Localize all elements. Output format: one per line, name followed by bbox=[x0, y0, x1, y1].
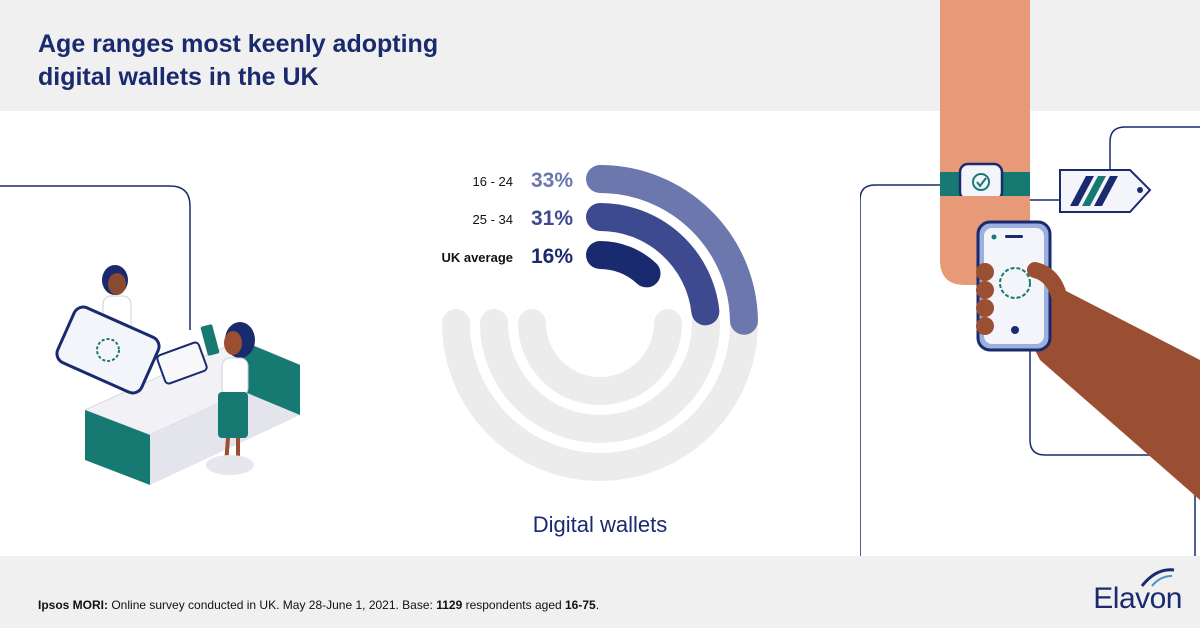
x-axis-label: Digital wallets bbox=[532, 512, 668, 537]
source-text-1: Online survey conducted in UK. May 28-Ju… bbox=[108, 598, 437, 612]
value-label-1: 31% bbox=[531, 207, 573, 230]
source-end: . bbox=[595, 598, 600, 612]
source-org: Ipsos MORI: bbox=[38, 598, 109, 612]
footer-band bbox=[0, 556, 1200, 628]
value-label-0: 33% bbox=[531, 169, 573, 192]
radial-track-2 bbox=[518, 309, 682, 405]
source-ages: 16-75 bbox=[565, 598, 596, 612]
source-text-2: respondents aged bbox=[462, 598, 565, 612]
category-label-2: UK average bbox=[441, 250, 513, 265]
source-note: Ipsos MORI: Online survey conducted in U… bbox=[38, 598, 599, 612]
radial-bar-2 bbox=[586, 241, 661, 288]
value-label-2: 16% bbox=[531, 245, 573, 268]
chart-title: Age ranges most keenly adopting digital … bbox=[38, 28, 598, 94]
payment-tag-icon bbox=[1059, 169, 1152, 213]
radial-bar-0 bbox=[586, 165, 758, 335]
title-line-2: digital wallets in the UK bbox=[38, 63, 319, 91]
fingerprint-icon-phone bbox=[999, 267, 1031, 299]
category-label-0: 16 - 24 bbox=[473, 174, 513, 189]
hand-phone-illustration bbox=[860, 0, 1200, 556]
checkmark-icon bbox=[972, 173, 990, 191]
title-line-1: Age ranges most keenly adopting bbox=[38, 30, 439, 58]
category-label-1: 25 - 34 bbox=[473, 212, 513, 227]
tablet-fingerprint bbox=[55, 305, 161, 395]
counter-illustration bbox=[0, 185, 300, 485]
source-base: 1129 bbox=[436, 598, 463, 612]
brand-swoosh-icon bbox=[1140, 568, 1175, 587]
fingerprint-icon bbox=[96, 338, 120, 362]
radial-bar-1 bbox=[586, 203, 720, 326]
radial-track-1 bbox=[480, 309, 720, 443]
brand-logo: Elavon bbox=[1093, 582, 1182, 615]
radial-track-0 bbox=[442, 309, 758, 481]
